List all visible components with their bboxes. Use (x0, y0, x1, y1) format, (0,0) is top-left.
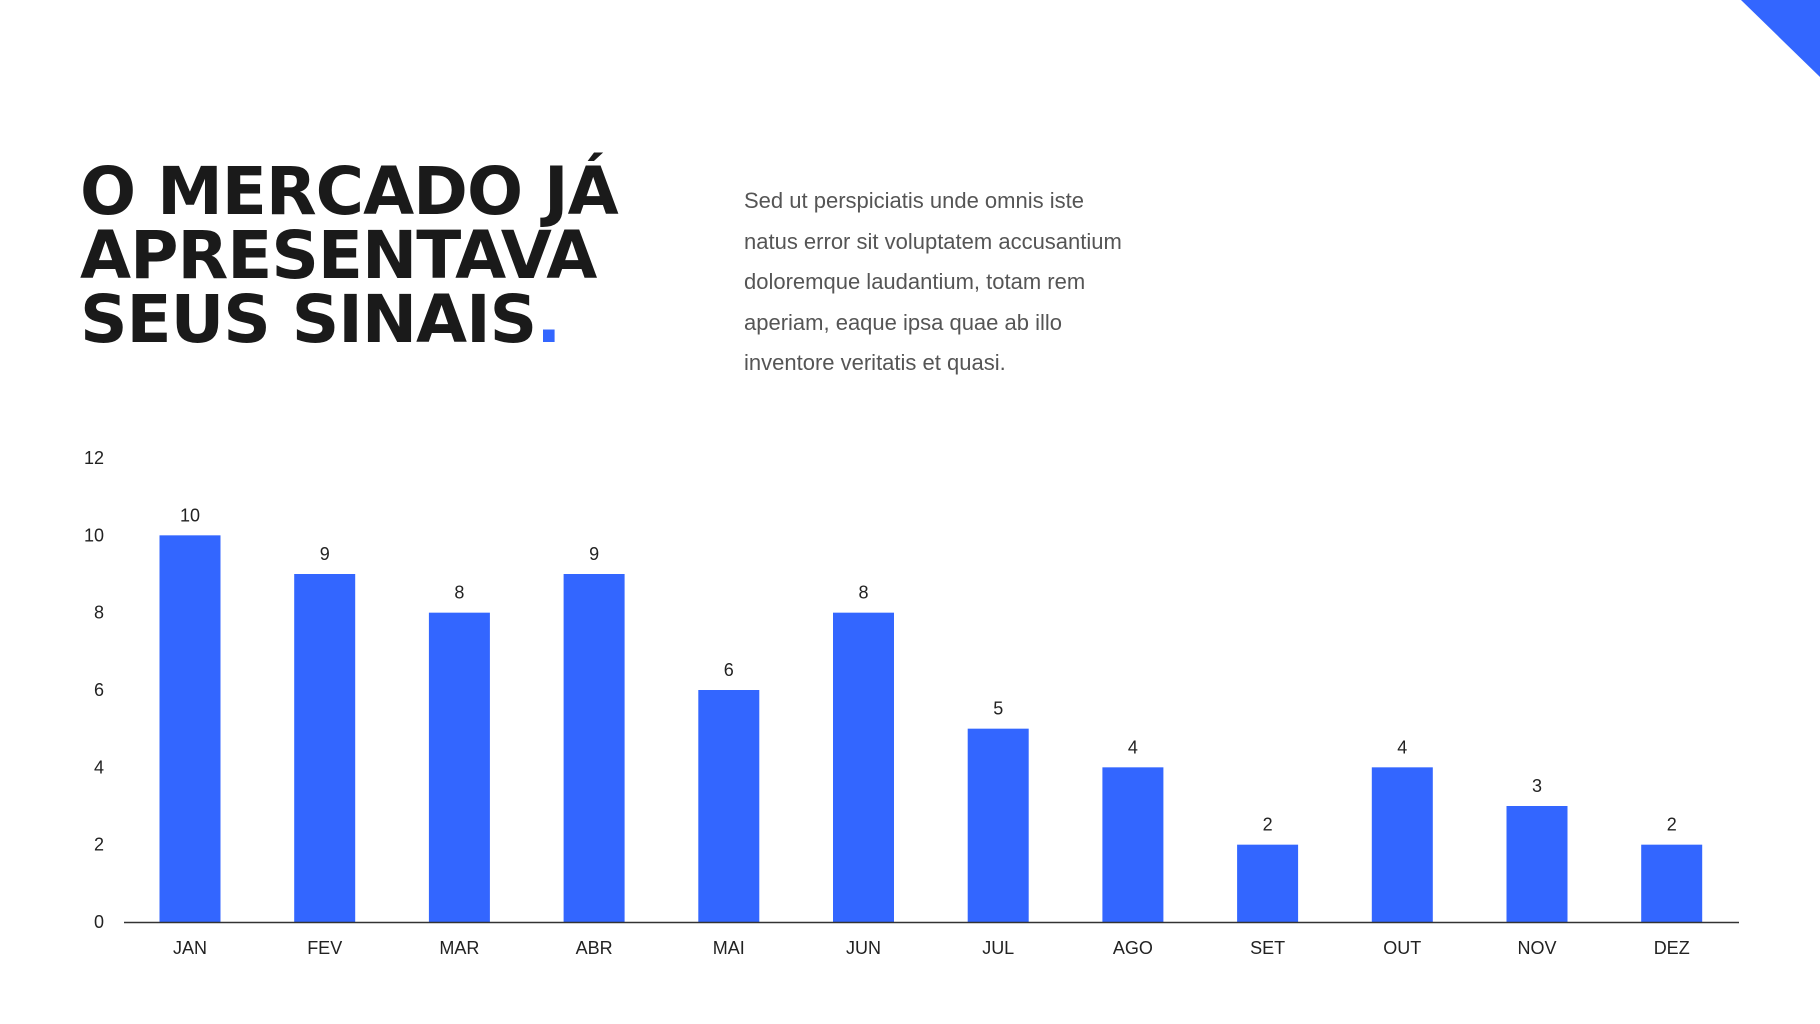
x-tick-label: AGO (1113, 938, 1153, 958)
paragraph-line: doloremque laudantium, totam rem (744, 269, 1086, 295)
title-line-3: SEUS SINAIS (80, 281, 537, 358)
x-tick-label: ABR (576, 938, 613, 958)
page-title: O MERCADO JÁ APRESENTAVA SEUS SINAIS. (80, 159, 619, 353)
x-tick-label: MAR (439, 938, 479, 958)
bar-jul (967, 728, 1029, 922)
x-tick-label: OUT (1383, 938, 1421, 958)
data-label: 9 (589, 544, 599, 564)
data-label: 6 (724, 660, 734, 680)
paragraph-line: aperiam, eaque ipsa quae ab illo (744, 309, 1063, 335)
paragraph-line: inventore veritatis et quasi. (744, 350, 1006, 376)
y-tick-label: 10 (84, 525, 104, 545)
x-tick-label: JUL (982, 938, 1014, 958)
title-dot: . (536, 281, 561, 358)
x-tick-label: MAI (713, 938, 745, 958)
data-label: 10 (180, 505, 200, 525)
data-label: 5 (993, 699, 1003, 719)
x-tick-label: JUN (846, 938, 881, 958)
y-tick-label: 8 (94, 603, 104, 623)
bar-abr (563, 574, 625, 922)
data-label: 4 (1128, 737, 1138, 757)
x-tick-label: SET (1250, 938, 1285, 958)
data-label: 3 (1532, 776, 1542, 796)
y-tick-label: 12 (84, 448, 104, 468)
data-label: 8 (454, 583, 464, 603)
bar-jun (833, 612, 894, 922)
x-tick-label: FEV (307, 938, 342, 958)
title-line-1: O MERCADO JÁ (80, 153, 619, 230)
data-label: 4 (1397, 737, 1407, 757)
data-label: 2 (1263, 815, 1273, 835)
bar-nov (1506, 806, 1568, 922)
paragraph-line: Sed ut perspiciatis unde omnis iste (744, 188, 1084, 213)
data-label: 2 (1667, 815, 1677, 835)
bar-jan (159, 535, 221, 922)
title-line-2: APRESENTAVA (80, 217, 597, 294)
data-label: 8 (858, 583, 868, 603)
y-tick-label: 6 (94, 680, 104, 700)
body-paragraph: Sed ut perspiciatis unde omnis iste natu… (744, 181, 1224, 384)
bar-dez (1641, 844, 1703, 922)
bar-out (1371, 767, 1433, 922)
bar-mar (428, 612, 490, 922)
corner-triangle (1741, 0, 1820, 77)
x-tick-label: NOV (1517, 938, 1556, 958)
data-label: 9 (320, 544, 330, 564)
bar-set (1237, 844, 1299, 922)
paragraph-line: natus error sit voluptatem accusantium (744, 228, 1122, 254)
bar-mai (698, 690, 760, 922)
x-tick-label: DEZ (1654, 938, 1690, 958)
y-tick-label: 0 (94, 912, 104, 932)
y-tick-label: 2 (94, 835, 104, 855)
bar-fev (294, 574, 356, 922)
x-tick-label: JAN (173, 938, 207, 958)
bar-ago (1102, 767, 1164, 922)
y-tick-label: 4 (94, 757, 104, 777)
